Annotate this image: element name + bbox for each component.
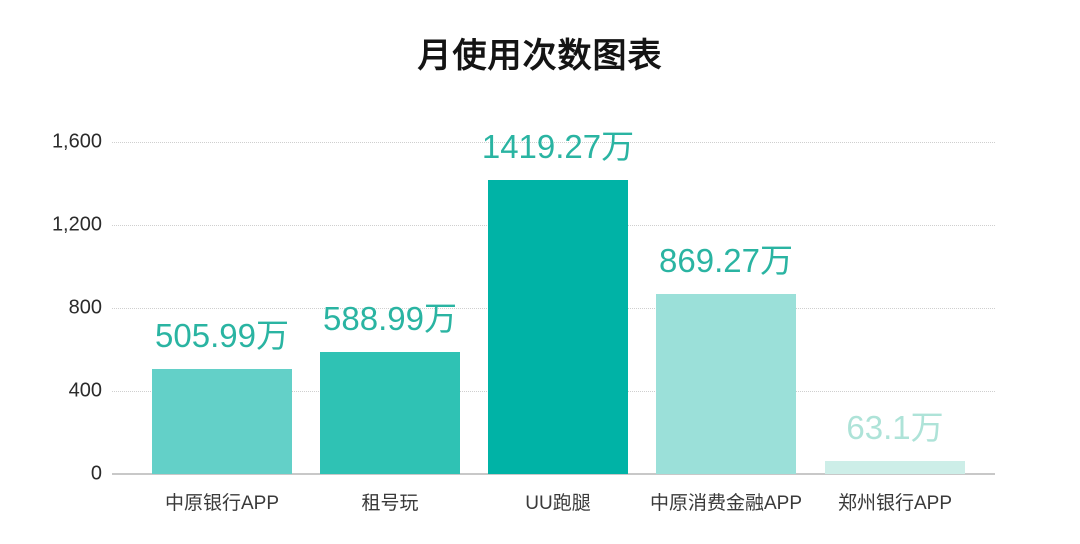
y-tick-label-0: 0 — [90, 462, 102, 485]
x-axis-label-3: 中原消费金融APP — [649, 493, 803, 514]
chart-title: 月使用次数图表 — [417, 37, 663, 75]
bar-value-label-0: 505.99万 — [155, 317, 289, 355]
bar-0 — [152, 369, 292, 474]
x-axis-label-2: UU跑腿 — [525, 493, 591, 514]
bar-2 — [488, 179, 628, 474]
bar-value-label-2: 1419.27万 — [481, 127, 635, 165]
x-axis-label-1: 租号玩 — [361, 493, 419, 514]
y-tick-label-1600: 1,600 — [51, 130, 102, 153]
bar-value-label-1: 588.99万 — [323, 299, 457, 337]
gridline-1600 — [112, 142, 995, 143]
bar-3 — [656, 293, 796, 474]
y-tick-label-1200: 1,200 — [51, 213, 102, 236]
bar-4 — [825, 460, 965, 474]
y-tick-label-400: 400 — [68, 379, 102, 402]
plot-area: 0 400 800 1,200 1,600 505.99万中原银行APP 588.99万租号… — [52, 128, 995, 514]
x-axis-label-4: 郑州银行APP — [837, 493, 953, 514]
x-axis-label-0: 中原银行APP — [164, 493, 280, 514]
y-tick-label-800: 800 — [68, 296, 102, 319]
x-axis-baseline — [112, 473, 995, 475]
bar-value-label-4: 63.1万 — [846, 408, 944, 446]
bar-value-label-3: 869.27万 — [659, 241, 793, 279]
bar-1 — [320, 351, 460, 474]
